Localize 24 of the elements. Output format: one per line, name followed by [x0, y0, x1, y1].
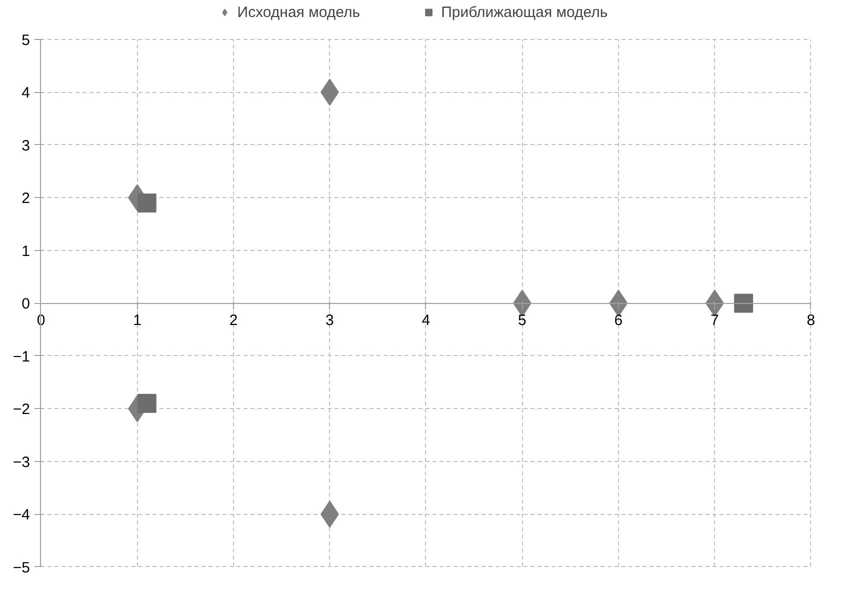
- y-tick-label: 2: [22, 190, 30, 208]
- point: [137, 394, 156, 413]
- point: [137, 193, 156, 212]
- x-tick-label: 7: [710, 312, 719, 330]
- x-tick-label: 4: [422, 312, 430, 330]
- x-tick-label: 8: [806, 312, 816, 330]
- y-tick-label: 0: [22, 296, 30, 313]
- y-tick-label: −2: [12, 401, 30, 418]
- x-tick-label: 3: [326, 312, 334, 330]
- y-tick-label: −3: [12, 454, 30, 471]
- y-tick-label: −1: [12, 348, 30, 366]
- x-tick-label: 1: [133, 312, 142, 330]
- y-tick-label: −4: [12, 506, 30, 524]
- x-tick-label: 2: [229, 312, 238, 330]
- x-tick-label: 5: [518, 312, 526, 330]
- y-tick-label: 1: [22, 242, 30, 260]
- y-tick-label: 3: [22, 137, 30, 154]
- y-tick-label: −5: [12, 559, 30, 576]
- legend-label: Приближающая модель: [441, 4, 608, 20]
- x-tick-label: 6: [614, 312, 623, 330]
- y-tick-label: 4: [22, 84, 30, 102]
- legend-label: Исходная модель: [237, 4, 360, 20]
- y-tick-label: 5: [22, 32, 30, 49]
- point: [734, 294, 754, 313]
